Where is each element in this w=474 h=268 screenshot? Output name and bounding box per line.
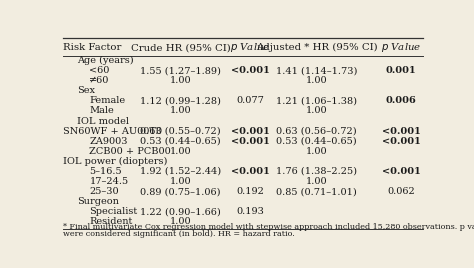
Text: 0.53 (0.44–0.65): 0.53 (0.44–0.65): [276, 137, 357, 146]
Text: Female: Female: [90, 96, 126, 105]
Text: 0.192: 0.192: [237, 187, 264, 196]
Text: 0.001: 0.001: [385, 66, 416, 75]
Text: $p$ Value: $p$ Value: [381, 41, 421, 54]
Text: Specialist: Specialist: [90, 207, 137, 216]
Text: 1.00: 1.00: [170, 147, 191, 156]
Text: ZCB00 + PCB00: ZCB00 + PCB00: [90, 147, 171, 156]
Text: ZA9003: ZA9003: [90, 137, 128, 146]
Text: $p$ Value: $p$ Value: [230, 41, 271, 54]
Text: * Final multivariate Cox regression model with stepwise approach included 15,280: * Final multivariate Cox regression mode…: [63, 223, 474, 231]
Text: 1.41 (1.14–1.73): 1.41 (1.14–1.73): [276, 66, 357, 75]
Text: <60: <60: [90, 66, 110, 75]
Text: Adjusted * HR (95% CI): Adjusted * HR (95% CI): [255, 43, 377, 52]
Text: <0.001: <0.001: [231, 66, 270, 75]
Text: 0.53 (0.44–0.65): 0.53 (0.44–0.65): [140, 137, 221, 146]
Text: 1.92 (1.52–2.44): 1.92 (1.52–2.44): [140, 167, 221, 176]
Text: 0.63 (0.55–0.72): 0.63 (0.55–0.72): [140, 127, 221, 136]
Text: 1.00: 1.00: [306, 177, 327, 186]
Text: 1.00: 1.00: [170, 177, 191, 186]
Text: <0.001: <0.001: [231, 167, 270, 176]
Text: IOL model: IOL model: [77, 117, 129, 126]
Text: IOL power (diopters): IOL power (diopters): [63, 157, 167, 166]
Text: 1.12 (0.99–1.28): 1.12 (0.99–1.28): [140, 96, 221, 105]
Text: 1.00: 1.00: [170, 106, 191, 116]
Text: Resident: Resident: [90, 217, 133, 226]
Text: 1.21 (1.06–1.38): 1.21 (1.06–1.38): [276, 96, 357, 105]
Text: 1.00: 1.00: [306, 76, 327, 85]
Text: 1.00: 1.00: [170, 76, 191, 85]
Text: <0.001: <0.001: [382, 137, 420, 146]
Text: 0.077: 0.077: [237, 96, 264, 105]
Text: 0.89 (0.75–1.06): 0.89 (0.75–1.06): [140, 187, 221, 196]
Text: 1.00: 1.00: [306, 147, 327, 156]
Text: <0.001: <0.001: [382, 167, 420, 176]
Text: 5–16.5: 5–16.5: [90, 167, 122, 176]
Text: ≠60: ≠60: [90, 76, 110, 85]
Text: <0.001: <0.001: [231, 127, 270, 136]
Text: 0.63 (0.56–0.72): 0.63 (0.56–0.72): [276, 127, 357, 136]
Text: Male: Male: [90, 106, 114, 116]
Text: 0.062: 0.062: [387, 187, 415, 196]
Text: 1.22 (0.90–1.66): 1.22 (0.90–1.66): [140, 207, 221, 216]
Text: <0.001: <0.001: [231, 137, 270, 146]
Text: 0.006: 0.006: [385, 96, 416, 105]
Text: Sex: Sex: [77, 86, 95, 95]
Text: 1.76 (1.38–2.25): 1.76 (1.38–2.25): [276, 167, 357, 176]
Text: 1.55 (1.27–1.89): 1.55 (1.27–1.89): [140, 66, 221, 75]
Text: Crude HR (95% CI): Crude HR (95% CI): [131, 43, 230, 52]
Text: SN60WF + AU00T0: SN60WF + AU00T0: [63, 127, 162, 136]
Text: Age (years): Age (years): [77, 56, 134, 65]
Text: 17–24.5: 17–24.5: [90, 177, 128, 186]
Text: 0.85 (0.71–1.01): 0.85 (0.71–1.01): [276, 187, 357, 196]
Text: 0.193: 0.193: [237, 207, 264, 216]
Text: <0.001: <0.001: [382, 127, 420, 136]
Text: Risk Factor: Risk Factor: [63, 43, 121, 52]
Text: 1.00: 1.00: [306, 106, 327, 116]
Text: were considered significant (in bold). HR = hazard ratio.: were considered significant (in bold). H…: [63, 230, 295, 238]
Text: 25–30: 25–30: [90, 187, 119, 196]
Text: Surgeon: Surgeon: [77, 197, 119, 206]
Text: 1.00: 1.00: [170, 217, 191, 226]
